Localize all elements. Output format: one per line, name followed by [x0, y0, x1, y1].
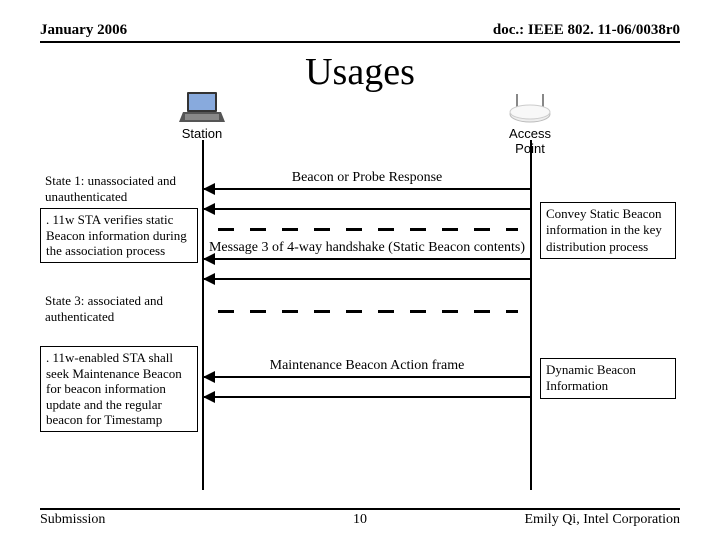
laptop-icon	[177, 90, 227, 124]
message-arrow	[204, 208, 530, 210]
arrow-head-icon	[203, 391, 215, 403]
station-device: Station	[172, 90, 232, 141]
header-docref: doc.: IEEE 802. 11-06/0038r0	[493, 22, 680, 39]
station-state-box: State 1: unassociated and unauthenticate…	[40, 170, 198, 207]
message-arrow	[204, 278, 530, 280]
ap-note-box: Convey Static Beacon information in the …	[540, 202, 676, 259]
station-label: Station	[172, 126, 232, 141]
slide-title: Usages	[0, 50, 720, 94]
footer-pagenum: 10	[353, 512, 367, 528]
arrow-head-icon	[203, 273, 215, 285]
sequence-diagram: Station Access Point Beacon or Probe Res…	[40, 90, 680, 490]
message-arrow: Message 3 of 4-way handshake (Static Bea…	[204, 258, 530, 260]
station-state-box: State 3: associated and authenticated	[40, 290, 198, 327]
message-arrow	[204, 396, 530, 398]
router-icon	[505, 90, 555, 124]
message-arrow: Beacon or Probe Response	[204, 188, 530, 190]
footer-left: Submission	[40, 512, 105, 528]
arrow-label: Message 3 of 4-way handshake (Static Bea…	[204, 240, 530, 256]
slide-header: January 2006 doc.: IEEE 802. 11-06/0038r…	[40, 22, 680, 43]
message-arrow: Maintenance Beacon Action frame	[204, 376, 530, 378]
arrow-head-icon	[203, 203, 215, 215]
station-state-box: . 11w-enabled STA shall seek Maintenance…	[40, 346, 198, 432]
phase-separator	[218, 310, 518, 313]
phase-separator	[218, 228, 518, 231]
header-date: January 2006	[40, 22, 127, 39]
station-state-box: . 11w STA verifies static Beacon informa…	[40, 208, 198, 263]
ap-note-box: Dynamic Beacon Information	[540, 358, 676, 399]
slide-footer: Submission 10 Emily Qi, Intel Corporatio…	[40, 508, 680, 528]
footer-right: Emily Qi, Intel Corporation	[524, 512, 680, 528]
arrow-label: Maintenance Beacon Action frame	[204, 358, 530, 374]
arrow-label: Beacon or Probe Response	[204, 170, 530, 186]
ap-lifeline	[530, 140, 532, 490]
